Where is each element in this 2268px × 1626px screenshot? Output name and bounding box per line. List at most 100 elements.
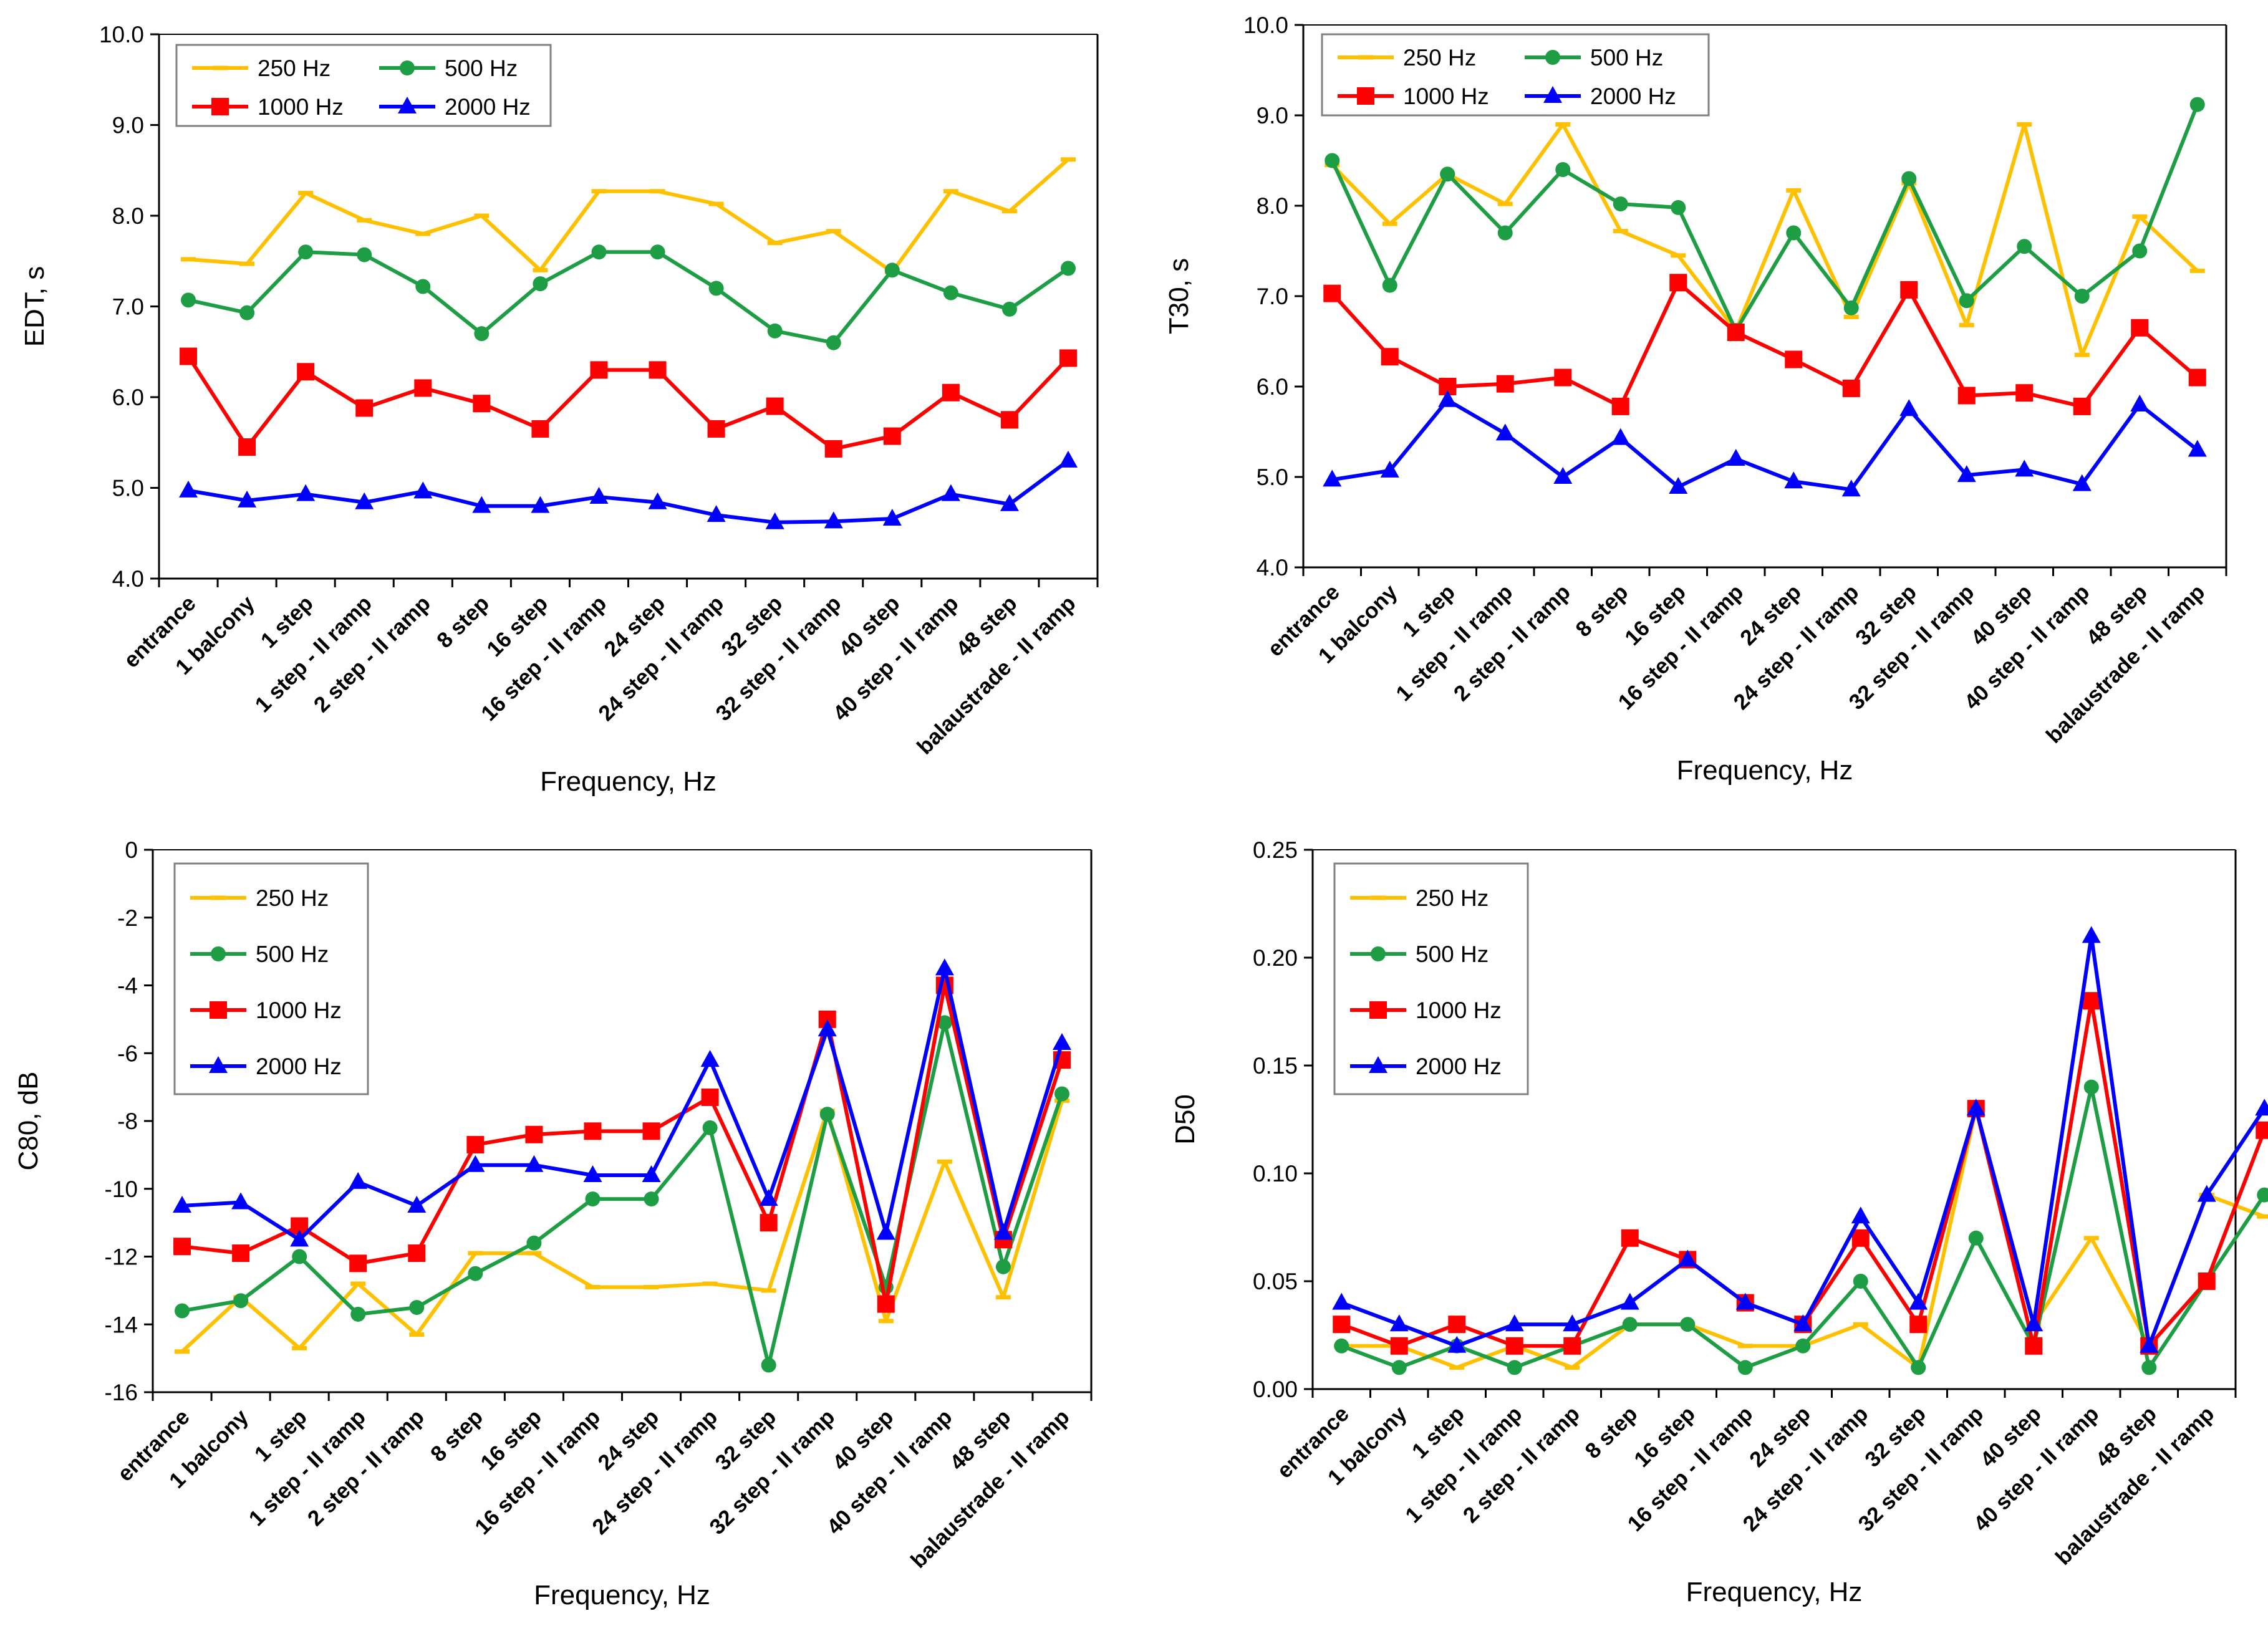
- data-point: [232, 1244, 250, 1263]
- y-tick-label: 0.15: [1253, 1053, 1298, 1079]
- data-point: [239, 261, 255, 266]
- data-point: [526, 1251, 542, 1256]
- legend-item: 500 Hz: [379, 55, 518, 81]
- series-line: [181, 966, 1064, 1242]
- data-point: [413, 481, 433, 499]
- legend-item: 500 Hz: [190, 941, 329, 967]
- legend-marker: [211, 895, 226, 900]
- data-point: [533, 267, 548, 272]
- data-point: [1671, 253, 1686, 258]
- legend-marker: [1543, 86, 1562, 103]
- data-point: [937, 1159, 952, 1164]
- data-point: [708, 281, 724, 296]
- data-point: [935, 958, 954, 976]
- series-500-hz: [181, 244, 1076, 350]
- data-point: [883, 427, 901, 445]
- data-point: [2131, 319, 2149, 337]
- y-tick-label: 0.10: [1253, 1161, 1298, 1186]
- data-point: [472, 496, 491, 513]
- data-point: [1784, 471, 1803, 489]
- data-point: [2188, 440, 2207, 457]
- data-point: [1843, 300, 1859, 315]
- series-line: [180, 1100, 1064, 1353]
- data-point: [297, 363, 315, 381]
- data-point: [409, 1332, 425, 1337]
- data-point: [1389, 1314, 1409, 1332]
- data-point: [590, 361, 608, 379]
- legend-label: 500 Hz: [445, 55, 518, 81]
- data-point: [2082, 992, 2100, 1010]
- legend: 250 Hz 500 Hz 1000 Hz 2000 Hz: [173, 862, 369, 1095]
- series-line: [188, 459, 1069, 524]
- series-1000-hz: [1323, 274, 2206, 415]
- series-line: [1331, 122, 2199, 357]
- data-point: [760, 1214, 778, 1232]
- data-point: [2083, 1236, 2099, 1241]
- legend-marker: [1358, 55, 1373, 60]
- y-tick-label: -10: [105, 1176, 138, 1202]
- data-point: [1843, 314, 1859, 319]
- y-tick-label: 8.0: [1257, 193, 1288, 219]
- data-point: [1669, 274, 1687, 292]
- data-point: [2130, 395, 2150, 411]
- y-tick-label: 7.0: [112, 294, 144, 320]
- legend-item: 1000 Hz: [190, 998, 342, 1023]
- data-point: [533, 276, 548, 292]
- y-tick-label: -14: [105, 1312, 138, 1337]
- data-point: [408, 1244, 426, 1263]
- y-tick-label: 6.0: [112, 385, 144, 410]
- data-point: [292, 1345, 307, 1350]
- y-tick-label: 5.0: [1257, 464, 1288, 490]
- legend-item: 2000 Hz: [190, 1054, 342, 1079]
- data-point: [231, 1192, 251, 1210]
- legend-box: [173, 862, 369, 1095]
- y-tick-label: 0.25: [1253, 837, 1298, 863]
- y-axis-title: T30, s: [1164, 258, 1194, 334]
- data-point: [296, 484, 316, 501]
- data-point: [1001, 209, 1017, 214]
- legend-box: [1321, 33, 1710, 117]
- y-tick-label: 10.0: [1243, 12, 1288, 38]
- data-point: [357, 218, 372, 223]
- data-point: [584, 1122, 602, 1140]
- data-point: [1505, 1337, 1523, 1355]
- legend: 250 Hz 500 Hz 1000 Hz 2000 Hz: [1321, 33, 1710, 117]
- data-point: [531, 496, 550, 513]
- data-point: [2082, 926, 2101, 943]
- y-axis-title: C80, dB: [13, 1072, 44, 1171]
- data-point: [355, 492, 374, 509]
- data-point: [1737, 1344, 1753, 1349]
- data-point: [2189, 268, 2205, 273]
- series-line: [1331, 398, 2199, 492]
- data-point: [650, 244, 665, 260]
- legend-label: 2000 Hz: [1590, 84, 1676, 109]
- data-point: [355, 399, 374, 417]
- data-point: [1966, 1099, 1986, 1116]
- data-point: [877, 1295, 895, 1313]
- legend-label: 250 Hz: [1416, 885, 1489, 911]
- legend-item: 2000 Hz: [1350, 1054, 1502, 1079]
- data-point: [238, 490, 257, 508]
- data-point: [1620, 1292, 1639, 1310]
- data-point: [414, 379, 432, 397]
- data-point: [466, 1155, 485, 1172]
- data-point: [1611, 428, 1630, 445]
- data-point: [767, 241, 783, 246]
- data-point: [1786, 225, 1802, 241]
- data-point: [1052, 1032, 1071, 1050]
- y-tick-label: -6: [117, 1041, 138, 1066]
- data-point: [1786, 188, 1802, 193]
- legend-marker: [1357, 87, 1374, 105]
- data-point: [1333, 1316, 1351, 1334]
- data-point: [181, 292, 196, 308]
- data-point: [1841, 479, 1861, 497]
- data-point: [1899, 399, 1919, 416]
- y-tick-label: 9.0: [112, 113, 144, 138]
- legend-label: 500 Hz: [1416, 941, 1489, 967]
- legend-label: 250 Hz: [258, 55, 331, 81]
- data-point: [1621, 1229, 1639, 1247]
- data-point: [1440, 166, 1455, 182]
